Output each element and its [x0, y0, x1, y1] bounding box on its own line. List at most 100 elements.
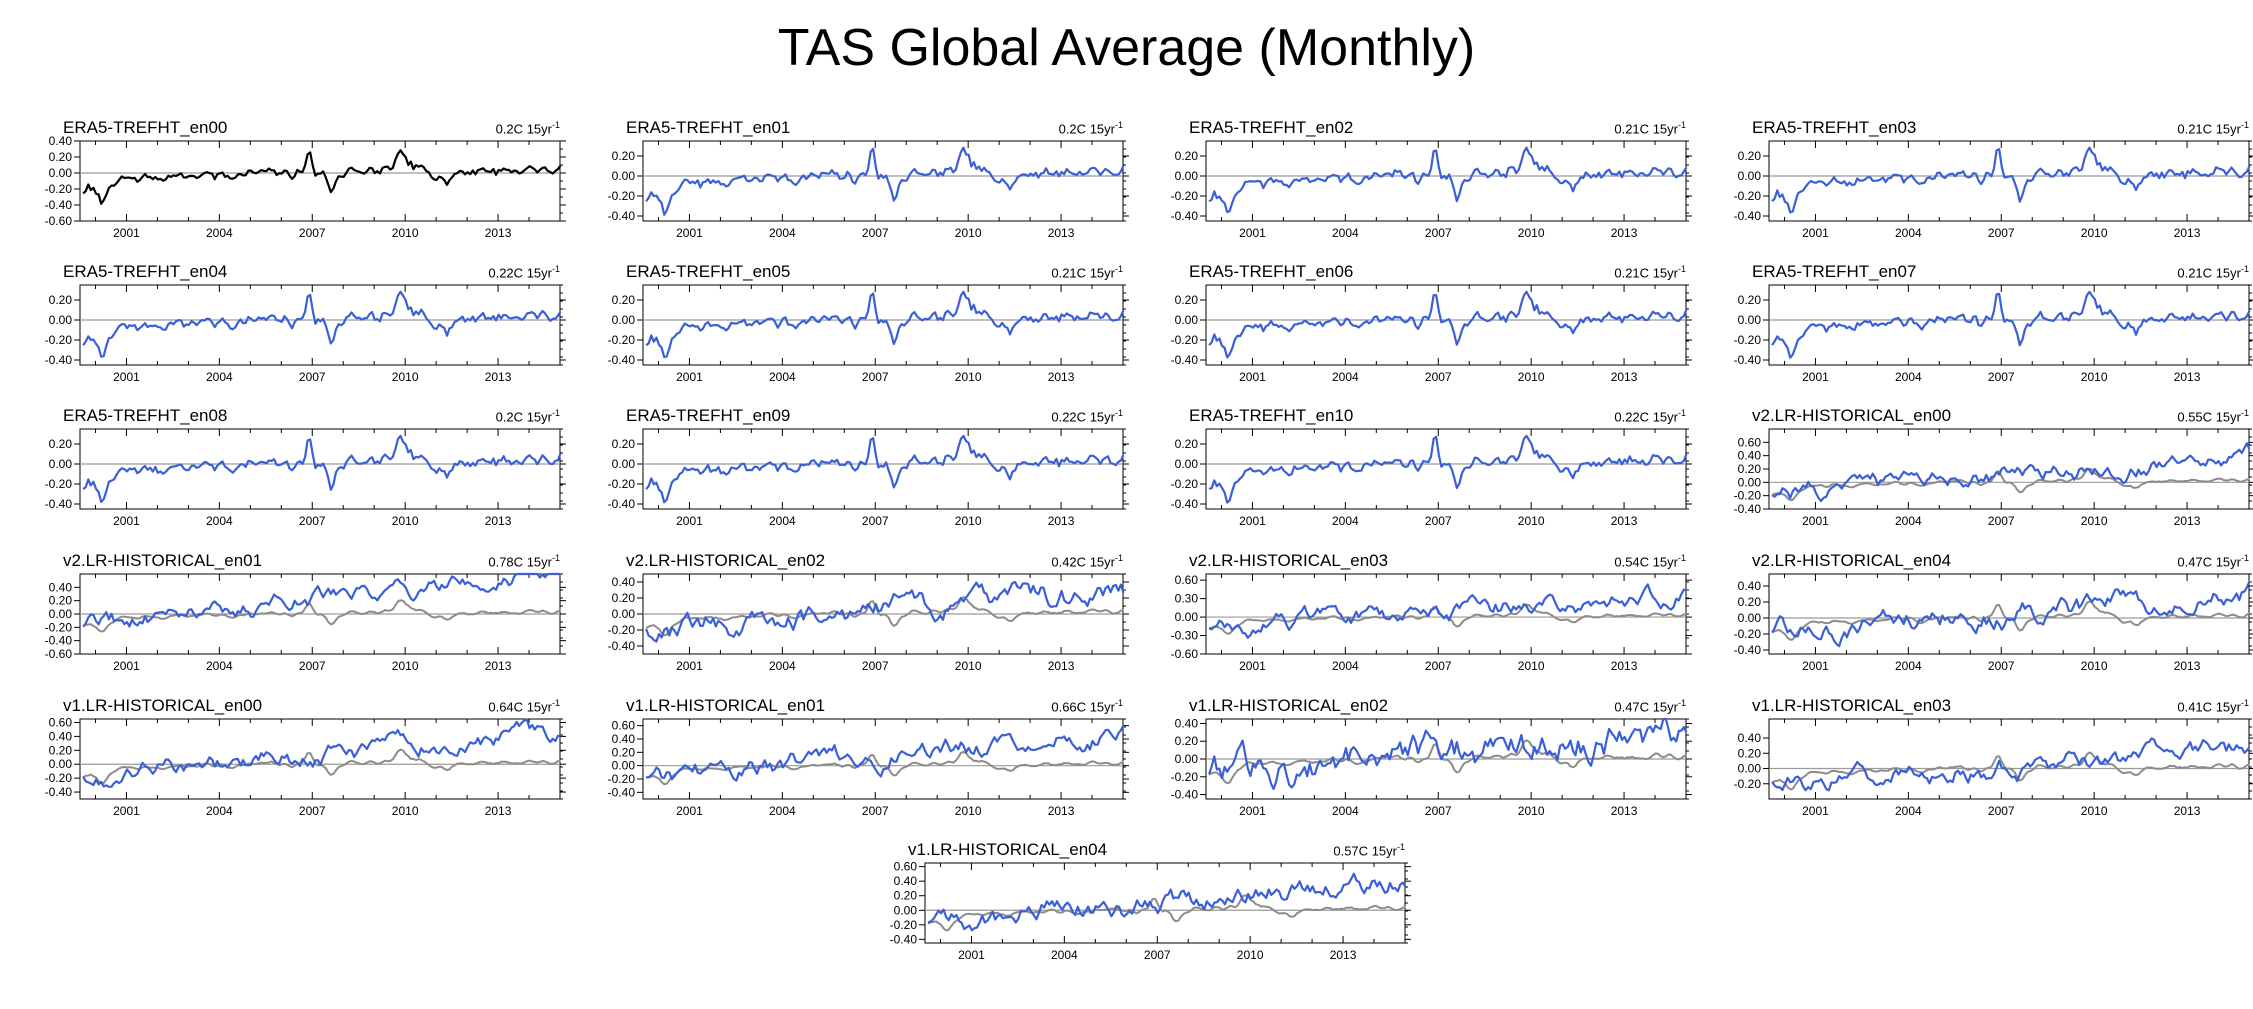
y-tick-label: 0.00 — [612, 607, 636, 621]
x-tick-label: 2004 — [769, 370, 796, 384]
trend-unit: 15yr — [1652, 699, 1678, 715]
trend-value: 0.22C — [488, 265, 524, 281]
chart-panel: v2.LR-HISTORICAL_en01 0.78C 15yr-1 2001 200… — [45, 549, 566, 689]
chart-panel: v2.LR-HISTORICAL_en02 0.42C 15yr-1 2001 200… — [608, 549, 1129, 689]
x-tick-label: 2007 — [299, 804, 326, 818]
trend-value: 0.55C — [2177, 409, 2213, 425]
y-tick-label: 0.00 — [612, 457, 636, 471]
y-tick-label: -0.40 — [608, 353, 636, 367]
y-tick-label: 0.20 — [1738, 746, 1762, 760]
trend-exponent: -1 — [551, 264, 560, 274]
x-tick-label: 2001 — [113, 514, 140, 528]
y-tick-label: -0.40 — [1171, 497, 1199, 511]
trend-label: 0.2C 15yr-1 — [496, 120, 560, 136]
y-tick-label: -0.20 — [45, 620, 73, 634]
y-tick-label: -0.40 — [45, 497, 73, 511]
x-tick-label: 2004 — [1895, 514, 1922, 528]
y-tick-label: 0.40 — [894, 874, 918, 888]
series-line — [927, 872, 1407, 932]
x-tick-label: 2010 — [392, 514, 419, 528]
panel-title: v1.LR-HISTORICAL_en02 — [1189, 696, 1389, 715]
panel-title: v2.LR-HISTORICAL_en02 — [626, 551, 826, 570]
trend-value: 0.47C — [1614, 699, 1650, 715]
y-tick-label: 0.60 — [612, 719, 636, 733]
trend-exponent: -1 — [1677, 553, 1686, 563]
trend-label: 0.2C 15yr-1 — [496, 408, 560, 424]
x-tick-label: 2010 — [2081, 514, 2108, 528]
trend-label: 0.21C 15yr-1 — [1614, 264, 1686, 280]
y-tick-label: 0.20 — [1738, 293, 1762, 307]
series-line — [1771, 442, 2251, 503]
x-tick-label: 2007 — [299, 514, 326, 528]
trend-label: 0.21C 15yr-1 — [2177, 264, 2249, 280]
trend-value: 0.41C — [2177, 699, 2213, 715]
x-tick-label: 2001 — [1239, 514, 1266, 528]
chart-panel: ERA5-TREFHT_en03 0.21C 15yr-1 2001 2004 2007… — [1734, 116, 2253, 256]
y-tick-label: 0.20 — [1738, 595, 1762, 609]
y-tick-label: 0.00 — [612, 169, 636, 183]
chart-panel: v1.LR-HISTORICAL_en02 0.47C 15yr-1 2001 200… — [1171, 694, 1692, 834]
x-tick-label: 2004 — [1332, 804, 1359, 818]
x-tick-label: 2007 — [1425, 370, 1452, 384]
y-tick-label: -0.40 — [1171, 788, 1199, 802]
panel-title: ERA5-TREFHT_en04 — [63, 262, 228, 281]
trend-value: 0.21C — [1051, 265, 1087, 281]
panel-title: v2.LR-HISTORICAL_en00 — [1752, 406, 1952, 425]
y-tick-label: -0.40 — [1734, 209, 1762, 223]
panel-title: v1.LR-HISTORICAL_en00 — [63, 696, 263, 715]
x-tick-label: 2013 — [1611, 226, 1638, 240]
line-chart: 2001 2004 2007 2010 2013 0.20 0.00 -0.20 -0.40 — [608, 284, 1129, 384]
chart-panel: ERA5-TREFHT_en00 0.2C 15yr-1 2001 2004 2007 2… — [45, 116, 566, 256]
x-tick-label: 2004 — [769, 804, 796, 818]
y-tick-label: 0.00 — [49, 607, 73, 621]
plot-frame — [924, 862, 1406, 944]
line-chart: 2001 2004 2007 2010 20130.400.200.00-0.20-0.… — [45, 572, 566, 673]
trend-unit: 15yr — [2215, 121, 2241, 137]
series-line — [1208, 146, 1688, 214]
trend-unit: 15yr — [526, 554, 552, 570]
reference-series-line — [82, 599, 561, 633]
x-tick-label: 2004 — [1895, 659, 1922, 673]
trend-exponent: -1 — [1677, 120, 1686, 130]
trend-exponent: -1 — [1114, 264, 1123, 274]
x-tick-label: 2010 — [2081, 226, 2108, 240]
panel-title: ERA5-TREFHT_en02 — [1189, 118, 1354, 137]
panel-title: v2.LR-HISTORICAL_en01 — [63, 551, 263, 570]
chart-panel: v2.LR-HISTORICAL_en00 0.55C 15yr-1 2001 200… — [1734, 404, 2253, 544]
x-tick-label: 2013 — [2174, 514, 2201, 528]
plot-frame — [79, 718, 561, 800]
trend-label: 0.54C 15yr-1 — [1614, 553, 1686, 569]
line-chart: 2001 2004 2007 2010 2013 0.600.400.200.00-0.2… — [608, 718, 1129, 818]
x-tick-label: 2013 — [485, 370, 512, 384]
x-tick-label: 2004 — [1895, 370, 1922, 384]
trend-unit: 15yr — [1652, 265, 1678, 281]
series-line — [1771, 737, 2251, 792]
y-tick-label: 0.20 — [49, 150, 73, 164]
x-tick-label: 2004 — [1051, 948, 1078, 962]
panel-title: ERA5-TREFHT_en10 — [1189, 406, 1354, 425]
x-tick-label: 2010 — [1518, 804, 1545, 818]
line-chart: 2001 2004 2007 2010 2013 0.600.400.200.00-0.2… — [1734, 428, 2253, 528]
reference-series-line — [1208, 739, 1687, 785]
x-tick-label: 2007 — [862, 659, 889, 673]
trend-exponent: -1 — [1114, 698, 1123, 708]
y-tick-label: -0.40 — [890, 932, 918, 946]
trend-value: 0.57C — [1333, 843, 1369, 859]
x-tick-label: 2010 — [392, 659, 419, 673]
y-tick-label: 0.40 — [1738, 579, 1762, 593]
trend-unit: 15yr — [2215, 699, 2241, 715]
series-line — [82, 572, 561, 628]
y-tick-label: 0.00 — [1175, 610, 1199, 624]
y-tick-label: -0.30 — [1171, 629, 1199, 643]
y-tick-label: -0.60 — [1171, 647, 1199, 661]
trend-label: 0.55C 15yr-1 — [2177, 408, 2249, 424]
series-line — [1208, 583, 1687, 639]
y-tick-label: -0.40 — [1734, 502, 1762, 516]
panel-title: v2.LR-HISTORICAL_en04 — [1752, 551, 1952, 570]
trend-label: 0.22C 15yr-1 — [1051, 408, 1123, 424]
line-chart: 2001 2004 2007 2010 2013 0.600.400.200.00-0.2… — [45, 715, 566, 818]
y-tick-label: 0.40 — [612, 732, 636, 746]
line-chart: 2001 2004 2007 2010 2013 0.20 0.00 -0.20 -0.40 — [45, 284, 566, 384]
line-chart: 2001 2004 2007 2010 2013 0.20 0.00 -0.20 -0.40 — [1171, 140, 1692, 240]
y-tick-label: -0.20 — [608, 772, 636, 786]
